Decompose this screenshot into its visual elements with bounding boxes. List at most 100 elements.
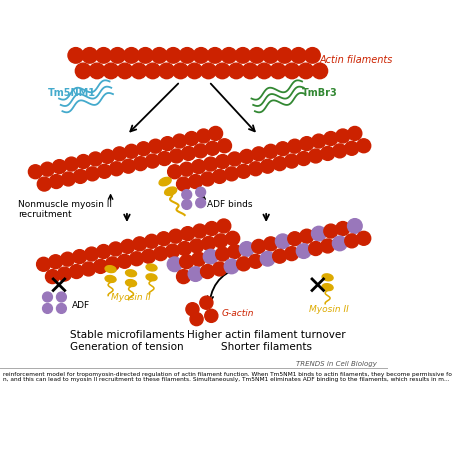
Circle shape — [193, 145, 208, 158]
Circle shape — [106, 257, 119, 271]
Circle shape — [225, 168, 238, 181]
Circle shape — [203, 250, 218, 264]
Circle shape — [228, 153, 242, 167]
Circle shape — [311, 227, 326, 241]
Circle shape — [161, 137, 174, 151]
Circle shape — [193, 49, 209, 64]
Circle shape — [43, 292, 53, 302]
Circle shape — [131, 64, 146, 79]
Circle shape — [154, 247, 168, 261]
Circle shape — [237, 257, 251, 271]
Circle shape — [291, 49, 306, 64]
Circle shape — [96, 49, 111, 64]
Circle shape — [348, 127, 362, 141]
Circle shape — [145, 64, 161, 79]
Circle shape — [264, 237, 278, 251]
Ellipse shape — [322, 284, 333, 291]
Circle shape — [196, 188, 206, 198]
Circle shape — [181, 227, 195, 241]
Circle shape — [182, 190, 191, 200]
Circle shape — [240, 150, 254, 164]
Circle shape — [182, 147, 195, 161]
Circle shape — [336, 130, 350, 144]
Circle shape — [64, 158, 78, 172]
Circle shape — [285, 155, 299, 168]
Circle shape — [129, 252, 144, 266]
Text: Tm5NM1: Tm5NM1 — [47, 88, 95, 98]
Circle shape — [270, 64, 286, 79]
Circle shape — [173, 135, 187, 149]
Circle shape — [188, 267, 203, 282]
Text: Myosin II: Myosin II — [310, 304, 349, 313]
Circle shape — [296, 244, 311, 259]
Circle shape — [176, 270, 191, 284]
Circle shape — [68, 49, 83, 64]
Circle shape — [213, 170, 227, 184]
Circle shape — [200, 297, 213, 309]
Circle shape — [196, 198, 206, 208]
Circle shape — [336, 222, 350, 236]
Circle shape — [357, 140, 371, 153]
Circle shape — [242, 64, 258, 79]
Circle shape — [168, 165, 182, 179]
Circle shape — [89, 153, 102, 167]
Circle shape — [76, 155, 91, 169]
Text: Stable microfilaments
Generation of tension: Stable microfilaments Generation of tens… — [70, 329, 184, 351]
Circle shape — [145, 235, 159, 249]
Circle shape — [206, 142, 219, 156]
Ellipse shape — [159, 178, 171, 186]
Circle shape — [134, 157, 147, 171]
Circle shape — [249, 49, 264, 64]
Circle shape — [357, 232, 371, 246]
Circle shape — [40, 163, 55, 177]
Circle shape — [82, 263, 95, 276]
Circle shape — [288, 140, 302, 154]
Circle shape — [179, 49, 195, 64]
Circle shape — [53, 160, 66, 174]
Circle shape — [204, 158, 218, 172]
Circle shape — [189, 175, 202, 189]
Circle shape — [324, 132, 338, 146]
Circle shape — [187, 64, 202, 79]
Circle shape — [121, 160, 136, 174]
Circle shape — [252, 148, 266, 162]
Circle shape — [205, 309, 218, 323]
Circle shape — [46, 270, 59, 284]
Circle shape — [103, 64, 119, 79]
Circle shape — [215, 64, 230, 79]
Text: TmBr3: TmBr3 — [301, 88, 337, 98]
Circle shape — [61, 173, 75, 186]
Circle shape — [180, 255, 193, 269]
Text: Nonmuscle myosin II
recruitment: Nonmuscle myosin II recruitment — [18, 199, 112, 218]
Circle shape — [201, 265, 215, 279]
Circle shape — [226, 232, 240, 246]
Circle shape — [142, 250, 155, 263]
Circle shape — [347, 219, 362, 234]
Circle shape — [166, 245, 180, 258]
Circle shape — [201, 173, 215, 186]
Circle shape — [228, 64, 244, 79]
Circle shape — [169, 230, 182, 244]
Circle shape — [170, 150, 183, 163]
Circle shape — [193, 224, 207, 239]
Circle shape — [224, 259, 239, 274]
Circle shape — [213, 263, 227, 276]
Circle shape — [37, 178, 51, 191]
Circle shape — [56, 304, 66, 313]
Circle shape — [297, 152, 310, 166]
Text: G-actin: G-actin — [221, 308, 254, 317]
Text: reinforcement model for tropomyosin-directed regulation of actin filament functi: reinforcement model for tropomyosin-dire… — [3, 371, 452, 381]
Circle shape — [70, 265, 83, 279]
Circle shape — [56, 292, 66, 302]
Circle shape — [228, 245, 242, 259]
Circle shape — [176, 178, 191, 191]
Circle shape — [137, 142, 150, 157]
Circle shape — [73, 170, 87, 184]
Circle shape — [216, 155, 229, 169]
Circle shape — [345, 235, 359, 248]
Circle shape — [321, 147, 335, 161]
Circle shape — [146, 155, 159, 168]
Circle shape — [300, 230, 314, 244]
Circle shape — [89, 64, 105, 79]
Circle shape — [201, 64, 216, 79]
